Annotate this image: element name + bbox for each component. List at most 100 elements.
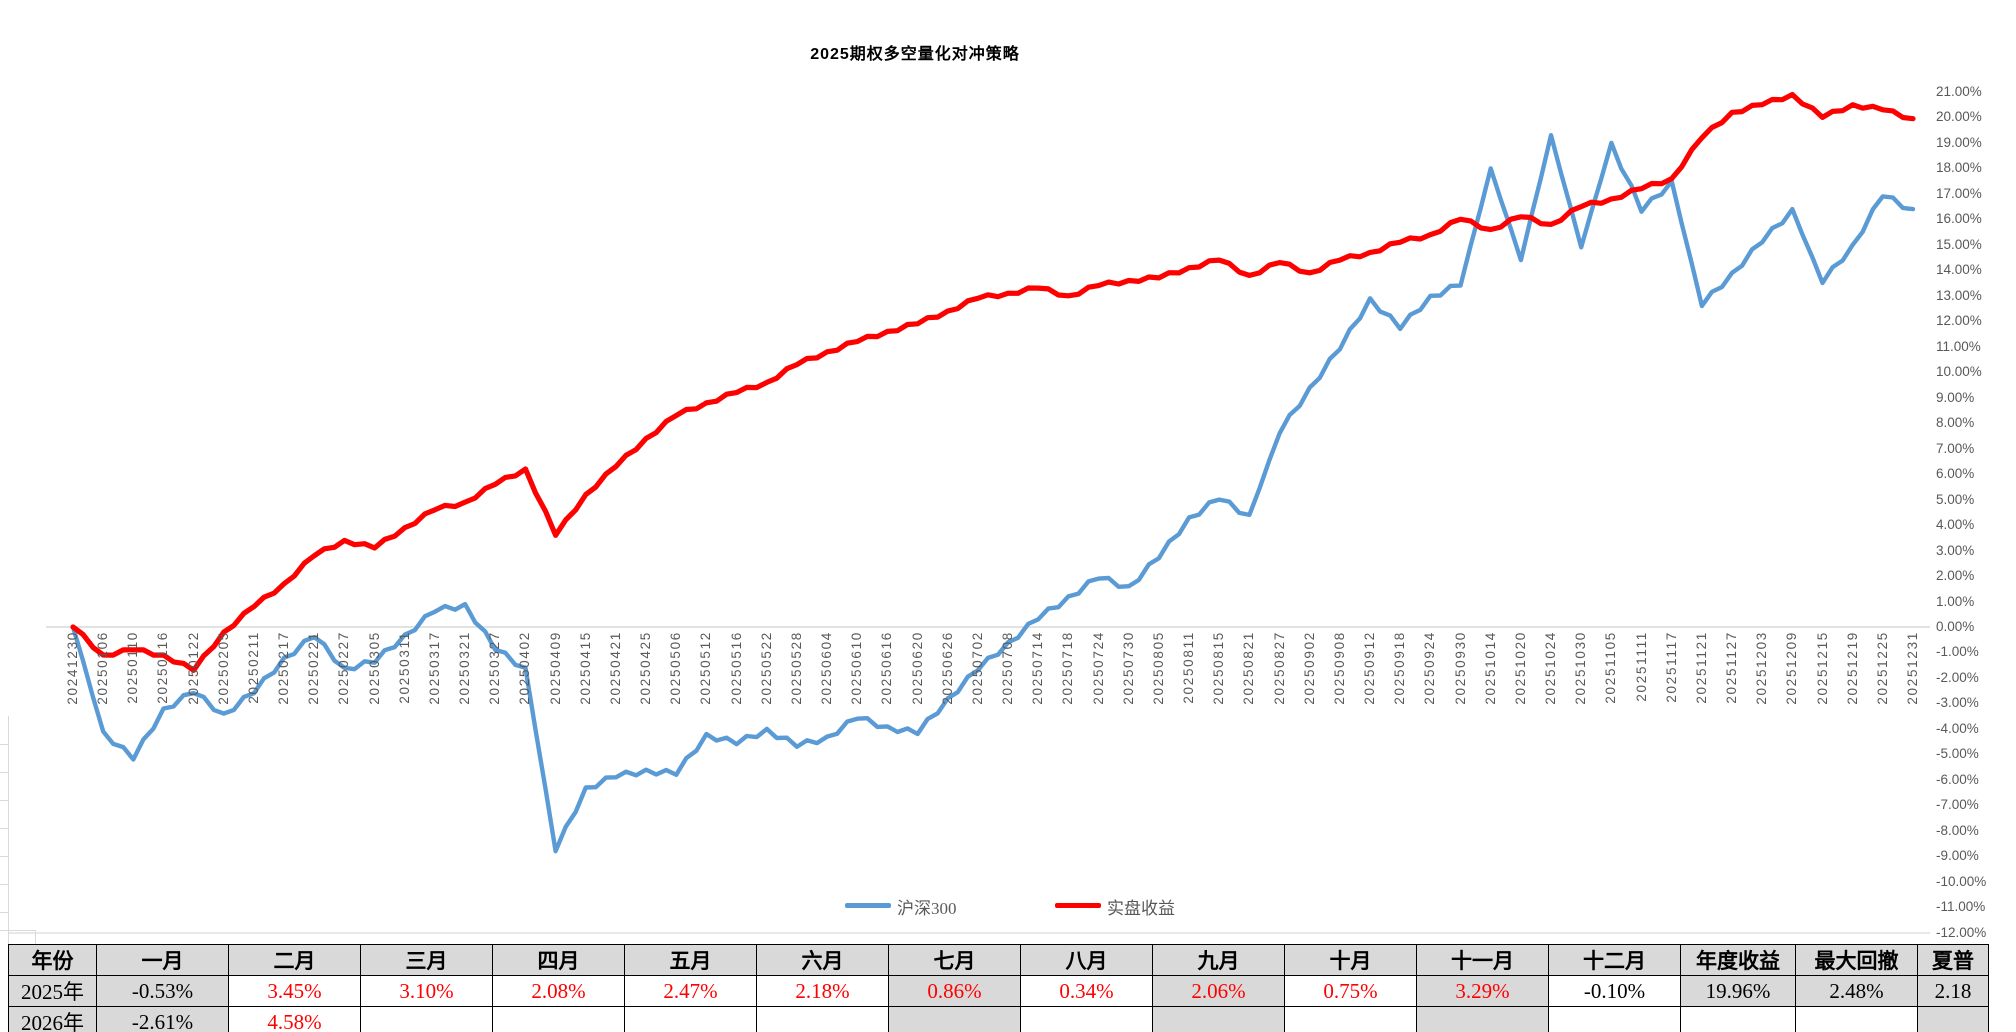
table-header-cell[interactable]: 三月 bbox=[360, 944, 493, 976]
y-tick-label: 17.00% bbox=[1936, 185, 1982, 201]
table-header-cell[interactable]: 十二月 bbox=[1548, 944, 1681, 976]
table-header-cell[interactable]: 二月 bbox=[228, 944, 361, 976]
x-date-label: 20250425 bbox=[638, 631, 654, 705]
x-date-label: 20250311 bbox=[396, 631, 412, 704]
y-tick-label: -1.00% bbox=[1936, 644, 1979, 660]
value-cell[interactable] bbox=[1020, 1006, 1153, 1032]
spreadsheet-gridline-fragment bbox=[0, 800, 8, 801]
table-header-cell[interactable]: 九月 bbox=[1152, 944, 1285, 976]
value-cell[interactable] bbox=[360, 1006, 493, 1032]
value-cell[interactable]: 0.75% bbox=[1284, 975, 1417, 1007]
value-cell[interactable] bbox=[1284, 1006, 1417, 1032]
value-cell[interactable] bbox=[1917, 1006, 1989, 1032]
value-cell[interactable] bbox=[1795, 1006, 1918, 1032]
x-date-label: 20250317 bbox=[426, 631, 442, 705]
value-cell[interactable]: -0.53% bbox=[96, 975, 229, 1007]
x-date-label: 20250924 bbox=[1422, 631, 1438, 705]
x-date-label: 20250604 bbox=[819, 631, 835, 705]
table-header-cell[interactable]: 十一月 bbox=[1416, 944, 1549, 976]
chart-legend: 沪深300 实盘收益 bbox=[0, 893, 2016, 918]
x-date-label: 20250811 bbox=[1181, 631, 1197, 704]
x-date-label: 20250522 bbox=[758, 631, 774, 705]
value-cell[interactable]: 0.34% bbox=[1020, 975, 1153, 1007]
value-cell[interactable]: -0.10% bbox=[1548, 975, 1681, 1007]
x-date-label: 20250227 bbox=[336, 631, 352, 705]
y-tick-label: 3.00% bbox=[1936, 542, 1975, 558]
y-tick-label: -4.00% bbox=[1936, 720, 1979, 736]
value-cell[interactable]: 2.47% bbox=[624, 975, 757, 1007]
x-date-label: 20241230 bbox=[65, 631, 80, 705]
value-cell[interactable]: 2.06% bbox=[1152, 975, 1285, 1007]
y-tick-label: -11.00% bbox=[1936, 899, 1986, 915]
value-cell[interactable] bbox=[492, 1006, 625, 1032]
x-date-label: 20250610 bbox=[849, 631, 865, 705]
x-date-label: 20250409 bbox=[547, 631, 563, 705]
value-cell[interactable] bbox=[756, 1006, 889, 1032]
table-header-cell[interactable]: 最大回撤 bbox=[1795, 944, 1918, 976]
x-date-label: 20250211 bbox=[245, 631, 261, 704]
value-cell[interactable] bbox=[624, 1006, 757, 1032]
value-cell[interactable] bbox=[1548, 1006, 1681, 1032]
x-date-label: 20250116 bbox=[155, 631, 171, 704]
table-header-cell[interactable]: 夏普 bbox=[1917, 944, 1989, 976]
table-header-cell[interactable]: 七月 bbox=[888, 944, 1021, 976]
value-cell[interactable]: 4.58% bbox=[228, 1006, 361, 1032]
table-header-cell[interactable]: 年份 bbox=[8, 944, 97, 976]
year-cell[interactable]: 2026年 bbox=[8, 1006, 97, 1032]
value-cell[interactable]: 3.10% bbox=[360, 975, 493, 1007]
y-tick-label: 20.00% bbox=[1936, 109, 1982, 125]
table-header-cell[interactable]: 十月 bbox=[1284, 944, 1417, 976]
x-date-label: 20250205 bbox=[215, 631, 231, 705]
value-cell[interactable] bbox=[1680, 1006, 1796, 1032]
table-header-cell[interactable]: 一月 bbox=[96, 944, 229, 976]
value-cell[interactable]: 3.29% bbox=[1416, 975, 1549, 1007]
spreadsheet-gridline-fragment bbox=[0, 912, 8, 913]
y-tick-label: -12.00% bbox=[1936, 924, 1987, 940]
value-cell[interactable]: 2.08% bbox=[492, 975, 625, 1007]
monthly-returns-table: 年份 一月 二月 三月 四月 五月 六月 七月 八月 九月 十月 十一月 十二月 年度收益 最大回撤 夏普 20… bbox=[8, 944, 1989, 1032]
x-date-label: 20250620 bbox=[909, 631, 925, 705]
x-date-label: 20250506 bbox=[668, 631, 684, 705]
year-cell[interactable]: 2025年 bbox=[8, 975, 97, 1007]
value-cell[interactable]: 2.18 bbox=[1917, 975, 1989, 1007]
x-date-label: 20251105 bbox=[1603, 631, 1619, 704]
series-line-hs300[interactable] bbox=[70, 132, 1916, 854]
x-date-label: 20250512 bbox=[698, 631, 714, 705]
value-cell[interactable]: 2.18% bbox=[756, 975, 889, 1007]
value-cell[interactable]: 3.45% bbox=[228, 975, 361, 1007]
spreadsheet-gridline-fragment bbox=[8, 716, 9, 944]
value-cell[interactable] bbox=[1152, 1006, 1285, 1032]
table-header-cell[interactable]: 四月 bbox=[492, 944, 625, 976]
y-tick-label: -3.00% bbox=[1936, 695, 1979, 711]
value-cell[interactable]: 0.86% bbox=[888, 975, 1021, 1007]
value-cell[interactable] bbox=[888, 1006, 1021, 1032]
chart-title: 2025期权多空量化对冲策略 bbox=[810, 46, 1020, 63]
value-cell[interactable]: 19.96% bbox=[1680, 975, 1796, 1007]
y-tick-label: 8.00% bbox=[1936, 415, 1975, 431]
series-line-shipan[interactable] bbox=[70, 91, 1916, 673]
table-header-cell[interactable]: 年度收益 bbox=[1680, 944, 1796, 976]
table-header-cell[interactable]: 六月 bbox=[756, 944, 889, 976]
y-tick-label: -8.00% bbox=[1936, 822, 1979, 838]
y-tick-label: 4.00% bbox=[1936, 517, 1975, 533]
y-tick-label: 5.00% bbox=[1936, 491, 1975, 507]
x-date-label: 20251231 bbox=[1905, 631, 1920, 705]
spreadsheet-gridline-fragment bbox=[0, 930, 36, 931]
x-date-label: 20250827 bbox=[1271, 631, 1287, 705]
value-cell[interactable]: 2.48% bbox=[1795, 975, 1918, 1007]
table-header-cell[interactable]: 五月 bbox=[624, 944, 757, 976]
spreadsheet-gridline-fragment bbox=[0, 744, 8, 745]
x-date-label: 20250902 bbox=[1301, 631, 1317, 705]
x-date-label: 20250402 bbox=[517, 631, 533, 705]
x-date-label: 20251121 bbox=[1693, 631, 1709, 704]
y-tick-label: -9.00% bbox=[1936, 848, 1979, 864]
value-cell[interactable] bbox=[1416, 1006, 1549, 1032]
value-cell[interactable]: -2.61% bbox=[96, 1006, 229, 1032]
x-date-label: 20251215 bbox=[1814, 631, 1830, 705]
table-header-cell[interactable]: 八月 bbox=[1020, 944, 1153, 976]
x-date-label: 20250217 bbox=[276, 631, 292, 705]
x-date-label: 20250708 bbox=[1000, 631, 1016, 705]
hs300-line-sample-icon bbox=[845, 903, 891, 908]
